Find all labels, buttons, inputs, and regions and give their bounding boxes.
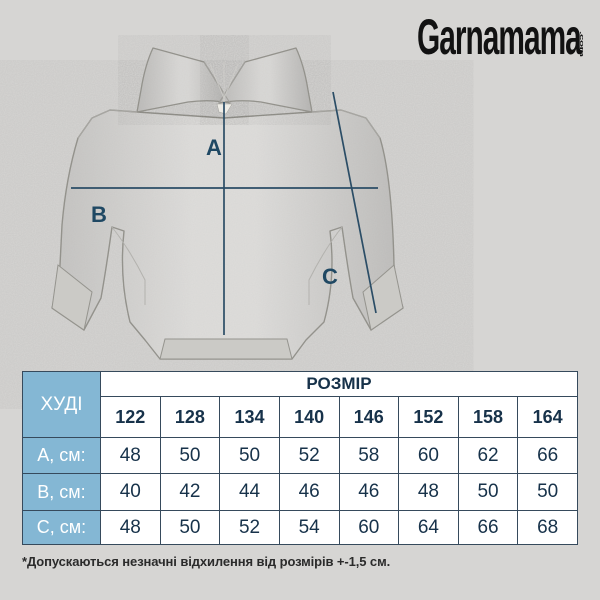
svg-text:A: A (206, 135, 222, 160)
svg-text:B: B (91, 202, 107, 227)
svg-text:C: C (322, 264, 338, 289)
